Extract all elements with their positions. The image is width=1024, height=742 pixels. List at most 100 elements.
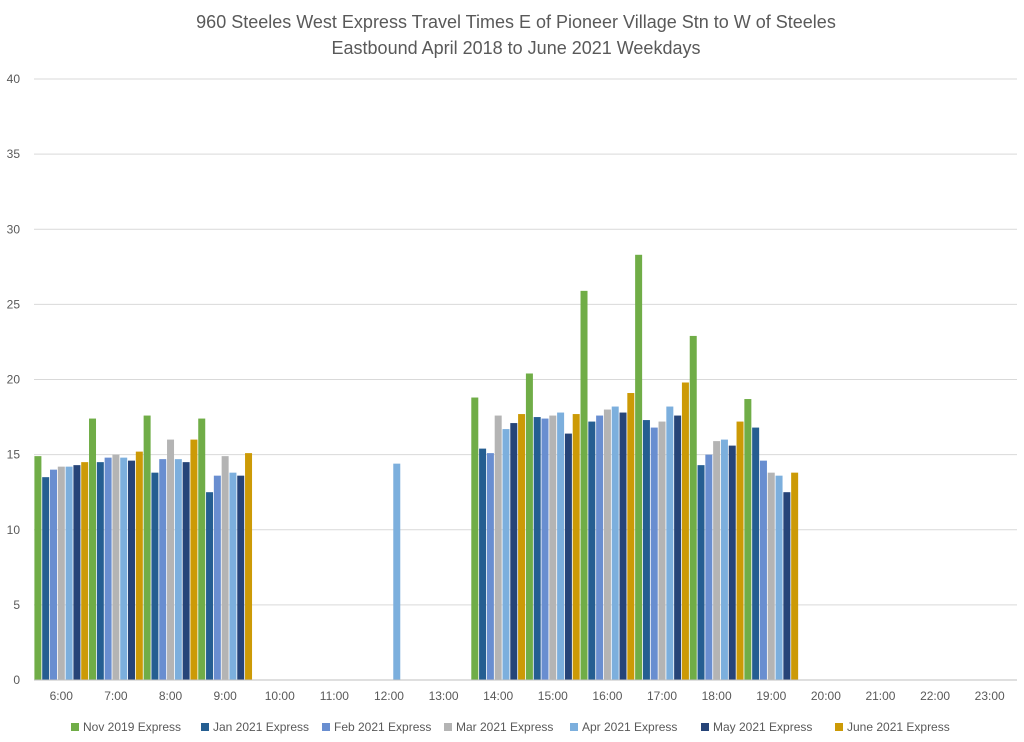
bar bbox=[50, 469, 58, 680]
x-axis-ticks: 6:00 7:00 8:00 9:00 10:00 11:00 12:00 13:00 14:0… bbox=[50, 689, 1005, 703]
bar bbox=[791, 472, 799, 680]
bar bbox=[705, 454, 713, 680]
bar bbox=[572, 414, 580, 680]
legend-item: June 2021 Express bbox=[835, 720, 950, 734]
bar bbox=[775, 475, 783, 680]
legend-label: Apr 2021 Express bbox=[582, 720, 677, 734]
bar bbox=[65, 466, 73, 680]
x-tick-label: 13:00 bbox=[429, 689, 459, 703]
bar bbox=[752, 427, 760, 680]
bar bbox=[681, 382, 689, 680]
bar bbox=[182, 462, 190, 680]
bar bbox=[143, 415, 151, 680]
bar bbox=[471, 397, 479, 680]
bar bbox=[81, 462, 89, 680]
bar bbox=[518, 414, 526, 680]
bar bbox=[557, 412, 565, 680]
legend-label: Feb 2021 Express bbox=[334, 720, 431, 734]
y-tick-label: 10 bbox=[7, 523, 21, 537]
bar bbox=[650, 427, 658, 680]
legend-item: Apr 2021 Express bbox=[570, 720, 677, 734]
x-tick-label: 7:00 bbox=[104, 689, 128, 703]
bar bbox=[167, 439, 175, 680]
bar bbox=[229, 472, 237, 680]
bar bbox=[611, 406, 619, 680]
legend-swatch bbox=[201, 723, 209, 731]
legend-item: Jan 2021 Express bbox=[201, 720, 309, 734]
x-tick-label: 14:00 bbox=[483, 689, 513, 703]
bar bbox=[596, 415, 604, 680]
legend-swatch bbox=[444, 723, 452, 731]
bar bbox=[627, 393, 635, 680]
bar bbox=[174, 459, 182, 680]
bar bbox=[783, 492, 791, 680]
bar bbox=[525, 373, 533, 680]
legend-swatch bbox=[71, 723, 79, 731]
legend-label: Jan 2021 Express bbox=[213, 720, 309, 734]
y-tick-label: 30 bbox=[7, 222, 21, 236]
y-tick-label: 20 bbox=[7, 373, 21, 387]
bar bbox=[128, 460, 136, 680]
legend-item: Nov 2019 Express bbox=[71, 720, 181, 734]
y-tick-label: 40 bbox=[7, 72, 21, 86]
x-tick-label: 12:00 bbox=[374, 689, 404, 703]
bar bbox=[728, 445, 736, 680]
legend-item: Feb 2021 Express bbox=[322, 720, 431, 734]
bar bbox=[198, 418, 206, 680]
gridlines bbox=[34, 78, 1017, 606]
bar bbox=[190, 439, 198, 680]
legend-swatch bbox=[570, 723, 578, 731]
bar bbox=[541, 418, 549, 680]
bar bbox=[510, 423, 518, 680]
chart-title: 960 Steeles West Express Travel Times E … bbox=[196, 12, 836, 32]
bar bbox=[57, 466, 65, 680]
bar bbox=[237, 475, 245, 680]
bar bbox=[206, 492, 214, 680]
x-tick-label: 18:00 bbox=[702, 689, 732, 703]
x-tick-label: 21:00 bbox=[865, 689, 895, 703]
x-tick-label: 6:00 bbox=[50, 689, 74, 703]
y-tick-label: 25 bbox=[7, 297, 21, 311]
bar bbox=[658, 421, 666, 680]
x-tick-label: 23:00 bbox=[975, 689, 1005, 703]
x-tick-label: 20:00 bbox=[811, 689, 841, 703]
bar bbox=[642, 420, 650, 680]
bar bbox=[767, 472, 775, 680]
bar bbox=[674, 415, 682, 680]
bar bbox=[120, 457, 128, 680]
bar bbox=[759, 460, 767, 680]
bar bbox=[533, 417, 541, 680]
x-tick-label: 8:00 bbox=[159, 689, 183, 703]
x-tick-label: 17:00 bbox=[647, 689, 677, 703]
bar bbox=[486, 453, 494, 680]
bar bbox=[151, 472, 159, 680]
bar bbox=[42, 477, 50, 680]
bar bbox=[713, 441, 721, 680]
y-tick-label: 15 bbox=[7, 448, 21, 462]
bar bbox=[697, 465, 705, 680]
bar bbox=[564, 433, 572, 680]
legend-swatch bbox=[322, 723, 330, 731]
x-tick-label: 22:00 bbox=[920, 689, 950, 703]
legend-label: Nov 2019 Express bbox=[83, 720, 181, 734]
legend-item: Mar 2021 Express bbox=[444, 720, 553, 734]
bar bbox=[34, 456, 42, 680]
x-tick-label: 16:00 bbox=[592, 689, 622, 703]
x-tick-label: 10:00 bbox=[265, 689, 295, 703]
bar bbox=[393, 463, 401, 680]
bar bbox=[89, 418, 97, 680]
y-tick-label: 35 bbox=[7, 147, 21, 161]
legend-label: June 2021 Express bbox=[847, 720, 950, 734]
y-tick-label: 5 bbox=[13, 598, 20, 612]
bar bbox=[112, 454, 120, 680]
legend-item: May 2021 Express bbox=[701, 720, 812, 734]
bar bbox=[479, 448, 487, 680]
bar bbox=[245, 453, 253, 680]
bar bbox=[744, 399, 752, 680]
bar bbox=[720, 439, 728, 680]
x-tick-label: 19:00 bbox=[756, 689, 786, 703]
bar bbox=[104, 457, 112, 680]
legend-label: Mar 2021 Express bbox=[456, 720, 553, 734]
x-tick-label: 15:00 bbox=[538, 689, 568, 703]
bar bbox=[135, 451, 143, 680]
